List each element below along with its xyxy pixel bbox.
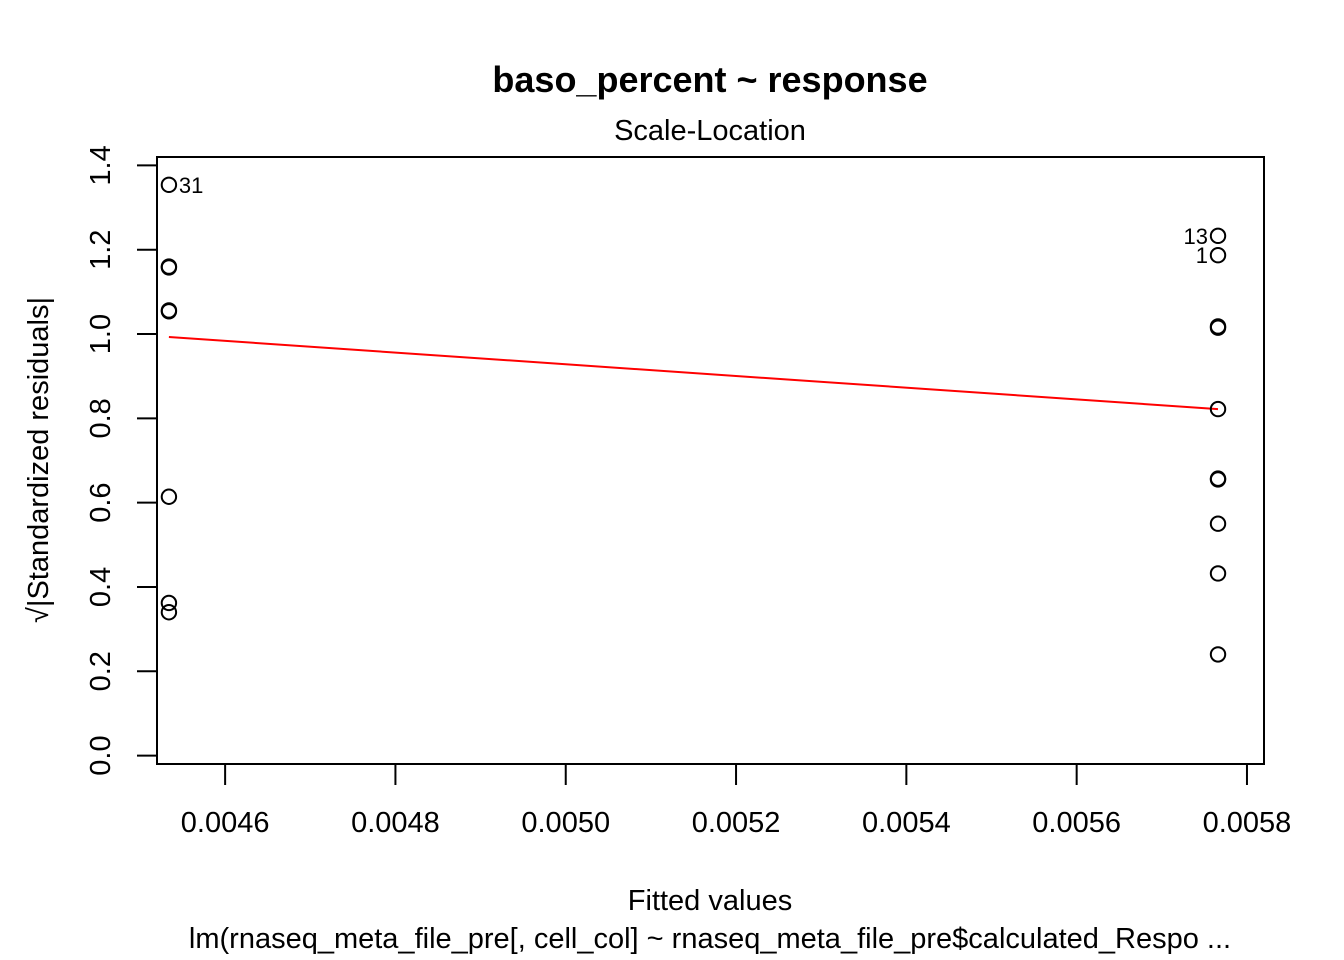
x-tick-label: 0.0050: [521, 807, 610, 839]
x-tick-label: 0.0052: [692, 807, 781, 839]
data-point: [160, 303, 178, 320]
data-point: [1209, 400, 1227, 418]
data-point: [1209, 247, 1227, 264]
x-axis: 0.0046 0.0048 0.0050 0.0052 0.0054 0.0056 0.00…: [181, 763, 1292, 839]
x-tick-label: 0.0046: [181, 807, 270, 839]
y-tick-label: 0.6: [85, 482, 117, 522]
x-tick-label: 0.0058: [1203, 807, 1292, 839]
plot-frame: [156, 156, 1265, 765]
caption: lm(rnaseq_meta_file_pre[, cell_col] ~ rn…: [189, 923, 1231, 955]
x-axis-label: Fitted values: [628, 885, 792, 917]
y-tick-label: 1.0: [85, 314, 117, 354]
chart-subtitle: Scale-Location: [614, 115, 806, 147]
point-label: 31: [179, 173, 203, 198]
y-axis: 0.0 0.2 0.4 0.6 0.8 1.0 1.2 1.4: [85, 145, 158, 776]
data-point: [1209, 515, 1227, 532]
y-tick-label: 0.2: [85, 651, 117, 691]
chart-title: baso_percent ~ response: [492, 59, 927, 100]
x-tick-label: 0.0056: [1032, 807, 1121, 839]
data-point: [1209, 646, 1227, 663]
y-axis-label: √|Standardized residuals|: [23, 297, 55, 623]
smooth-line-layer: [168, 336, 1219, 411]
y-tick-label: 0.0: [85, 735, 117, 775]
data-point: [1209, 471, 1227, 488]
y-tick-label: 1.2: [85, 230, 117, 270]
x-tick-label: 0.0054: [862, 807, 951, 839]
data-point: [160, 176, 178, 194]
y-tick-label: 1.4: [85, 145, 117, 185]
point-label: 1: [1196, 243, 1208, 268]
point-label: 13: [1184, 224, 1208, 249]
data-point: [160, 259, 178, 276]
data-point: [1209, 227, 1227, 245]
data-point: [1209, 565, 1227, 582]
data-point: [1209, 319, 1227, 336]
data-point: [160, 594, 178, 612]
data-point: [160, 604, 178, 621]
points-layer: 31 131: [160, 173, 1227, 663]
y-tick-label: 0.4: [85, 567, 117, 607]
smooth-line: [168, 336, 1219, 411]
x-tick-label: 0.0048: [351, 807, 440, 839]
data-point: [160, 488, 178, 505]
y-tick-label: 0.8: [85, 398, 117, 438]
